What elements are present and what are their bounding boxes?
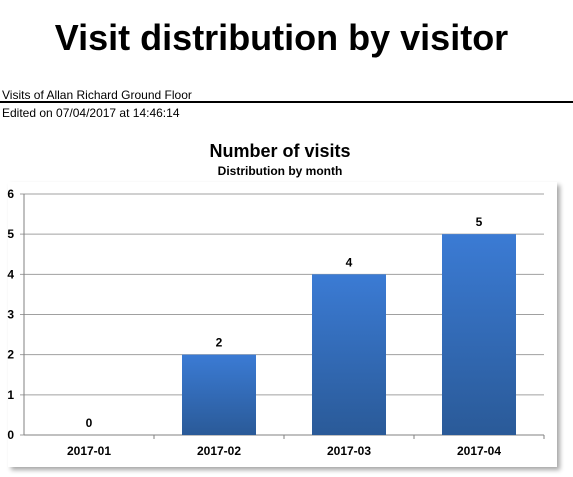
- y-tick-label: 3: [7, 308, 14, 322]
- report-subtitle: Visits of Allan Richard Ground Floor: [2, 88, 192, 102]
- edited-timestamp: Edited on 07/04/2017 at 14:46:14: [2, 106, 180, 120]
- bar: [442, 234, 516, 435]
- x-tick-label: 2017-01: [67, 444, 111, 458]
- y-tick-label: 5: [7, 227, 14, 241]
- y-tick-label: 4: [7, 267, 14, 281]
- x-tick-label: 2017-02: [197, 444, 241, 458]
- x-tick-label: 2017-03: [327, 444, 371, 458]
- data-label: 0: [86, 416, 93, 430]
- chart-subtitle: Distribution by month: [218, 164, 343, 178]
- y-tick-label: 2: [7, 348, 14, 362]
- data-label: 2: [216, 336, 223, 350]
- data-label: 5: [476, 215, 483, 229]
- divider: [0, 101, 573, 103]
- chart-title: Number of visits: [209, 141, 350, 161]
- bar: [312, 274, 386, 435]
- bar-chart: Number of visits Distribution by month 0…: [7, 141, 557, 467]
- report-title: Visit distribution by visitor: [54, 17, 509, 58]
- y-tick-label: 6: [7, 187, 14, 201]
- y-tick-label: 0: [7, 428, 14, 442]
- y-tick-label: 1: [7, 388, 14, 402]
- bar: [182, 354, 256, 435]
- data-label: 4: [346, 255, 353, 269]
- x-tick-label: 2017-04: [457, 444, 501, 458]
